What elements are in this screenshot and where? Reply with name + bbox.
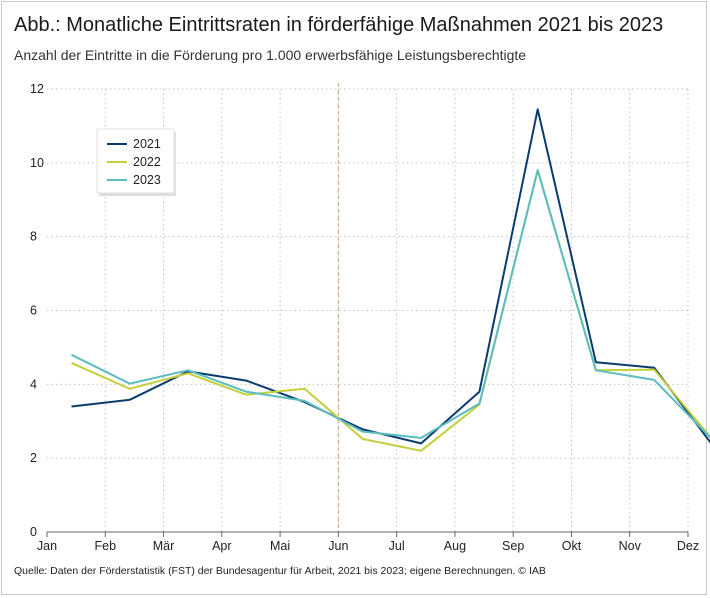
legend: 2021 2022 2023	[96, 128, 176, 196]
legend-label-2021: 2021	[133, 137, 161, 151]
series-layer	[71, 108, 710, 452]
x-tick-label: Feb	[94, 539, 116, 553]
legend-label-2023: 2023	[133, 173, 161, 187]
x-tick-label: Okt	[562, 539, 582, 553]
source-note: Quelle: Daten der Förderstatistik (FST) …	[14, 565, 546, 577]
grid	[47, 88, 689, 532]
y-tick-label: 12	[30, 82, 44, 96]
chart-subtitle: Anzahl der Eintritte in die Förderung pr…	[14, 47, 527, 63]
y-tick-label: 2	[30, 451, 37, 465]
y-tick-label: 4	[30, 377, 37, 391]
y-tick-label: 8	[30, 230, 37, 244]
y-tick-label: 0	[30, 525, 37, 539]
x-tick-label: Mai	[270, 539, 290, 553]
axes: 0 2 4 6 8 10 12 Jan Feb Mär Apr Mai Jun Jul Aug Sep Okt N…	[30, 82, 699, 553]
x-tick-label: Jul	[389, 539, 405, 553]
series-line-2022	[71, 169, 710, 452]
x-tick-label: Mär	[153, 539, 175, 553]
x-tick-label: Sep	[502, 539, 524, 553]
y-tick-label: 10	[30, 156, 44, 170]
x-tick-label: Jan	[37, 539, 57, 553]
y-tick-label: 6	[30, 304, 37, 318]
chart-title: Abb.: Monatliche Eintrittsraten in förde…	[14, 14, 664, 36]
legend-label-2022: 2022	[133, 155, 161, 169]
x-tick-label: Dez	[677, 539, 699, 553]
series-line-2023	[71, 169, 710, 439]
x-tick-label: Nov	[619, 539, 642, 553]
x-tick-label: Apr	[212, 539, 231, 553]
x-tick-label: Jun	[328, 539, 348, 553]
x-tick-label: Aug	[444, 539, 466, 553]
